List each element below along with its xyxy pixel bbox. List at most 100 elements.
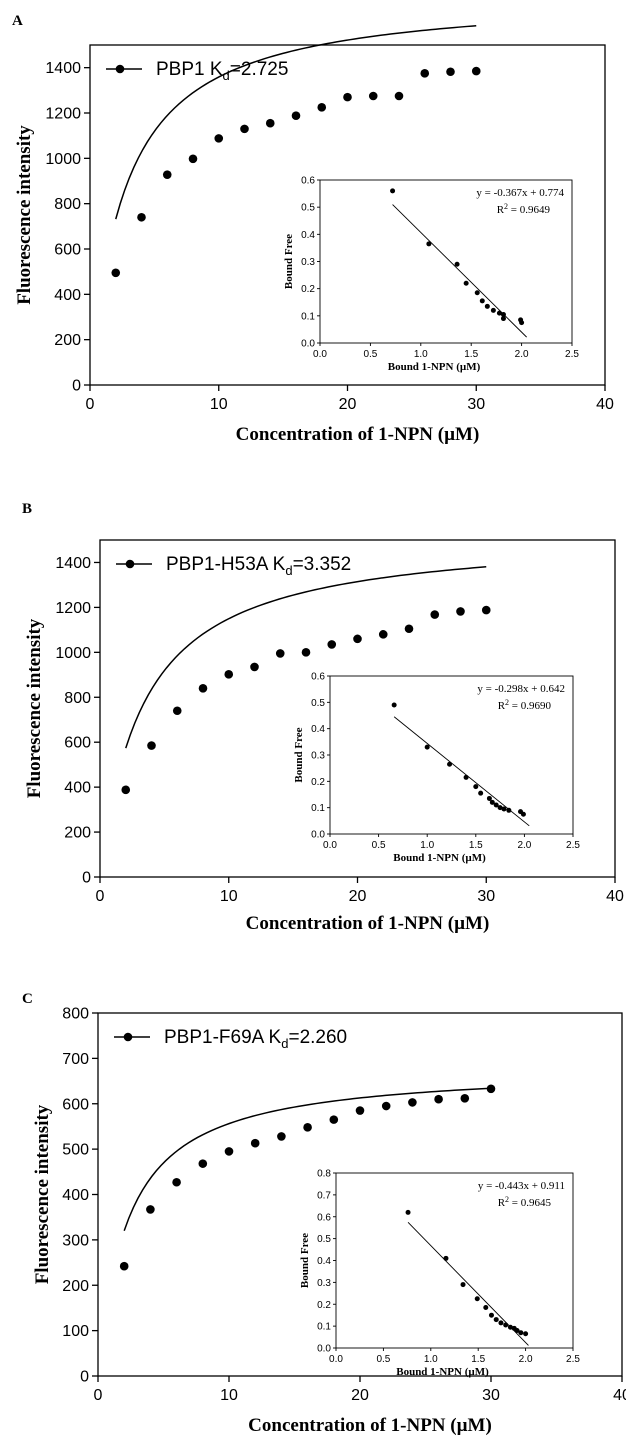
x-axis-label: Concentration of 1-NPN (µM) xyxy=(246,913,490,934)
inset-data-point xyxy=(489,799,495,805)
inset-y-tick-label: 0.3 xyxy=(301,257,315,268)
x-tick-label: 20 xyxy=(349,888,367,905)
y-tick-label: 200 xyxy=(62,1278,89,1295)
data-point xyxy=(250,1138,260,1148)
inset-data-point xyxy=(493,1317,499,1323)
inset-equation: y = -0.298x + 0.642 xyxy=(477,683,565,695)
data-point xyxy=(198,1159,208,1168)
x-tick-label: 30 xyxy=(482,1387,500,1404)
data-point xyxy=(250,662,259,672)
inset-data-point xyxy=(523,1331,529,1337)
y-axis-label: Fluorescence intensity xyxy=(24,618,45,798)
inset-data-point xyxy=(390,188,396,194)
fit-curve xyxy=(115,24,477,220)
inset-data-point xyxy=(391,702,397,708)
inset-x-tick-label: 2.0 xyxy=(519,1354,533,1365)
inset-x-axis-label: Bound 1-NPN (µM) xyxy=(393,852,486,864)
fit-curve xyxy=(125,566,487,749)
y-tick-label: 0 xyxy=(82,870,91,887)
inset-plot: 0.0 0.1 0.2 0.3 0.4 0.5 0.6 0.0 0.5 1.0 1.5 2.0 2.5 B… xyxy=(293,672,580,865)
inset-x-axis-label: Bound 1-NPN (µM) xyxy=(396,1366,489,1378)
inset-x-tick-label: 1.5 xyxy=(471,1354,485,1365)
x-tick-label: 10 xyxy=(210,396,228,413)
y-tick-label: 600 xyxy=(54,242,81,259)
x-tick-label: 30 xyxy=(467,396,485,413)
x-tick-label: 20 xyxy=(351,1387,369,1404)
data-point xyxy=(277,1132,286,1141)
inset-y-tick-label: 0.3 xyxy=(317,1278,331,1289)
legend-series-name: PBP1-H53A K xyxy=(166,554,286,575)
inset-y-tick-label: 0.8 xyxy=(317,1169,331,1180)
data-point xyxy=(303,1123,312,1132)
data-point xyxy=(240,124,249,134)
y-axis-label: Fluorescence intensity xyxy=(32,1104,53,1284)
inset-x-tick-label: 1.0 xyxy=(414,349,428,360)
inset-x-tick-label: 0.5 xyxy=(372,840,386,851)
data-point xyxy=(430,610,440,619)
data-point xyxy=(481,605,491,615)
inset-y-tick-label: 0.5 xyxy=(311,698,325,709)
inset-data-point xyxy=(497,805,503,811)
x-tick-label: 0 xyxy=(86,396,95,413)
y-tick-label: 1000 xyxy=(55,645,91,662)
inset-r-squared: R2 = 0.9649 xyxy=(497,202,551,216)
y-tick-label: 1000 xyxy=(45,151,81,168)
inset-data-point xyxy=(460,1282,466,1288)
inset-data-point xyxy=(478,790,484,796)
data-point xyxy=(434,1094,443,1104)
legend-label: PBP1-H53A Kd=3.352 xyxy=(166,554,351,578)
inset-data-point xyxy=(498,1320,504,1326)
inset-y-tick-label: 0.6 xyxy=(301,176,315,187)
legend-kd-subscript: d xyxy=(285,563,292,578)
inset-frame xyxy=(329,675,574,835)
inset-y-tick-label: 0.7 xyxy=(317,1190,331,1201)
data-point xyxy=(275,649,285,658)
inset-data-point xyxy=(426,241,432,247)
legend-kd-value: =2.260 xyxy=(288,1027,347,1048)
inset-data-point xyxy=(507,1324,513,1330)
data-point xyxy=(121,785,131,795)
inset-x-tick-label: 0.0 xyxy=(323,840,337,851)
r-squared-superscript: 2 xyxy=(505,1195,509,1204)
inset-y-axis-label: Bound Free xyxy=(293,727,305,782)
data-point xyxy=(378,630,388,639)
legend-marker xyxy=(123,1032,133,1042)
data-point xyxy=(111,268,121,278)
data-point xyxy=(147,741,156,750)
panel-letter: C xyxy=(22,991,33,1007)
data-point xyxy=(327,640,337,649)
inset-data-point xyxy=(500,316,506,322)
inset-x-tick-label: 1.5 xyxy=(464,349,478,360)
y-tick-label: 400 xyxy=(62,1187,89,1204)
inset-data-point xyxy=(443,1255,449,1261)
legend-label: PBP1-F69A Kd=2.260 xyxy=(164,1027,347,1051)
data-point xyxy=(224,1147,234,1156)
legend-series-name: PBP1 K xyxy=(156,59,223,80)
panel-b: B 0 200 400 600 800 1000 1200 1400 0 10 20 30 40 Conce… xyxy=(22,501,624,934)
data-point xyxy=(471,66,481,76)
inset-plot: 0.0 0.1 0.2 0.3 0.4 0.5 0.6 0.0 0.5 1.0 1.5 2.0 2.5 B… xyxy=(283,176,579,374)
inset-data-point xyxy=(518,1330,524,1336)
data-point xyxy=(343,92,352,102)
legend-kd-subscript: d xyxy=(281,1036,288,1051)
r-squared-superscript: 2 xyxy=(505,698,509,707)
y-tick-label: 0 xyxy=(80,1369,89,1386)
inset-x-tick-label: 1.5 xyxy=(469,840,483,851)
inset-data-point xyxy=(493,802,499,808)
x-tick-label: 20 xyxy=(339,396,357,413)
y-tick-label: 1400 xyxy=(45,60,81,77)
data-point xyxy=(162,170,172,179)
inset-x-tick-label: 2.0 xyxy=(515,349,529,360)
r-squared-label: R xyxy=(497,204,505,216)
x-tick-label: 0 xyxy=(94,1387,103,1404)
data-point xyxy=(353,634,362,644)
data-point xyxy=(188,154,198,164)
inset-x-tick-label: 0.5 xyxy=(376,1354,390,1365)
inset-frame xyxy=(319,179,573,344)
y-tick-label: 1200 xyxy=(45,106,81,123)
data-point xyxy=(408,1098,417,1107)
x-tick-label: 40 xyxy=(596,396,614,413)
panel-letter: A xyxy=(12,13,23,29)
legend-marker xyxy=(125,559,135,569)
inset-y-tick-label: 0.1 xyxy=(311,803,325,814)
